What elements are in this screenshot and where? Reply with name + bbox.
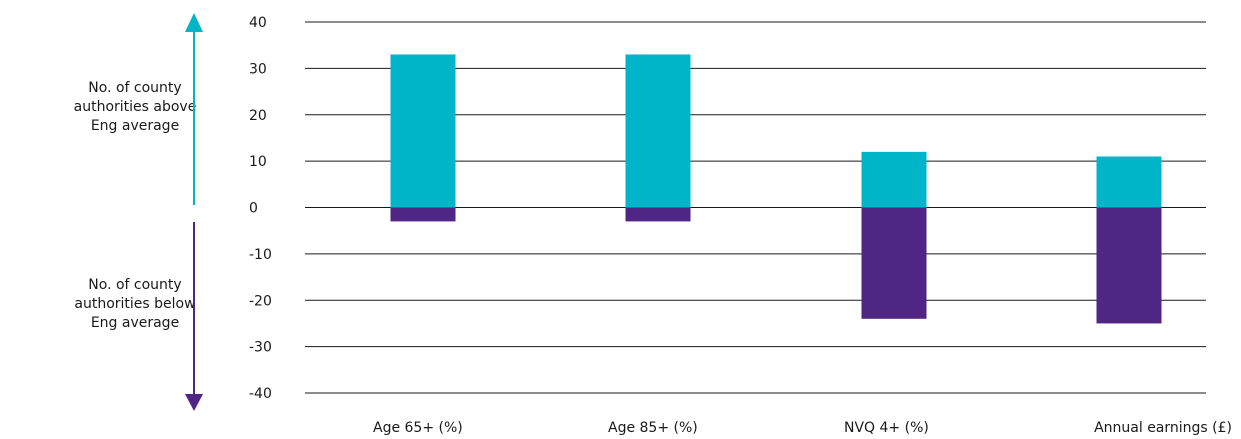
y-tick-label: 40	[249, 15, 267, 31]
bar-above	[390, 54, 456, 208]
x-tick-label: Annual earnings (£)	[1094, 420, 1232, 436]
bar-above	[861, 151, 927, 208]
up-arrow-head	[185, 13, 203, 32]
bar-below	[1096, 207, 1162, 324]
bar-below	[390, 207, 456, 222]
above-average-label: No. of county authorities above Eng aver…	[60, 79, 210, 136]
x-tick-label: Age 85+ (%)	[608, 420, 698, 436]
above-average-label-text: No. of county authorities above Eng aver…	[73, 80, 197, 134]
x-tick-label: Age 65+ (%)	[373, 420, 463, 436]
y-tick-label: 0	[249, 201, 258, 217]
bar-above	[1096, 156, 1162, 208]
y-tick-label: 30	[249, 61, 267, 77]
bar-below	[625, 207, 691, 222]
bar-above	[625, 54, 691, 208]
x-tick-label: NVQ 4+ (%)	[844, 420, 929, 436]
bar-below	[861, 207, 927, 319]
below-average-label-text: No. of county authorities below Eng aver…	[74, 277, 196, 331]
direction-arrows	[185, 13, 203, 411]
bars	[390, 54, 1162, 324]
y-axis-ticks: 40 30 20 10 0 -10 -20 -30 -40	[249, 15, 272, 402]
y-tick-label: -10	[249, 247, 272, 263]
y-tick-label: -40	[249, 386, 272, 402]
y-tick-label: -30	[249, 340, 272, 356]
down-arrow-head	[185, 394, 203, 411]
y-tick-label: 20	[249, 108, 267, 124]
x-axis-ticks: Age 65+ (%) Age 85+ (%) NVQ 4+ (%) Annual e…	[373, 420, 1232, 436]
y-tick-label: -20	[249, 293, 272, 309]
below-average-label: No. of county authorities below Eng aver…	[60, 276, 210, 333]
y-tick-label: 10	[249, 154, 267, 170]
